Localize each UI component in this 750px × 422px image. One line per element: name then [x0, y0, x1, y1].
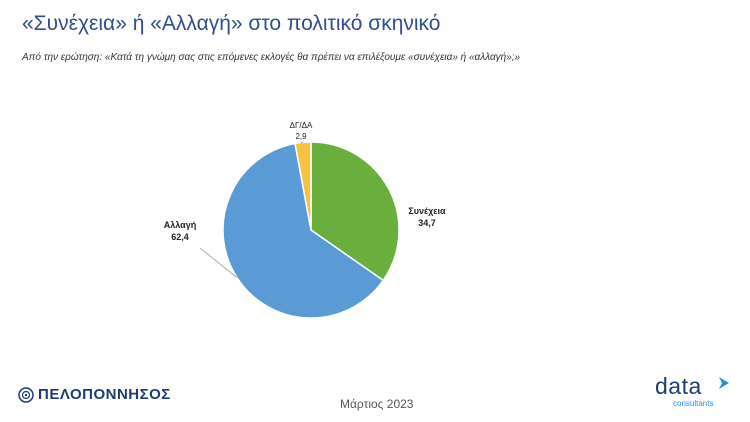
chart-title: «Συνέχεια» ή «Αλλαγή» στο πολιτικό σκηνι… [22, 12, 441, 35]
slice-name-label-2: Αλλαγή [164, 220, 196, 230]
brand-name: ΠΕΛΟΠΟΝΝΗΣΟΣ [38, 386, 171, 403]
slice-value-label-1: 34,7 [418, 218, 436, 228]
brand-logo: ΠΕΛΟΠΟΝΝΗΣΟΣ [18, 386, 171, 403]
pie-slice-1 [310, 141, 400, 282]
slice-name-label-3: ΔΓ/ΔΑ [290, 121, 313, 130]
leader-line-3 [300, 141, 304, 144]
slice-value-label-2: 62,4 [171, 232, 189, 242]
arrow-right-icon [719, 377, 729, 389]
pie-slice-3 [294, 141, 312, 231]
brand-emblem-icon [18, 386, 34, 403]
slice-name-label-1: Συνέχεια [408, 206, 446, 216]
logo-subtitle: consultants [673, 399, 714, 408]
pie-leader-lines [199, 141, 304, 278]
leader-line-2 [199, 247, 238, 278]
pie-slices [222, 141, 400, 319]
pie-slice-2 [222, 142, 385, 319]
chart-subtitle: Από την ερώτηση: «Κατά τη γνώμη σας στις… [22, 52, 521, 63]
survey-date: Μάρτιος 2023 [340, 397, 414, 411]
logo-wordmark: data [655, 373, 702, 399]
pie-labels: Συνέχεια 34,7 Αλλαγή 62,4 ΔΓ/ΔΑ 2,9 [164, 121, 446, 242]
pie-chart: Συνέχεια 34,7 Αλλαγή 62,4 ΔΓ/ΔΑ 2,9 [164, 121, 446, 319]
slice-value-label-3: 2,9 [295, 132, 307, 141]
data-consultants-logo: data consultants [655, 373, 735, 413]
